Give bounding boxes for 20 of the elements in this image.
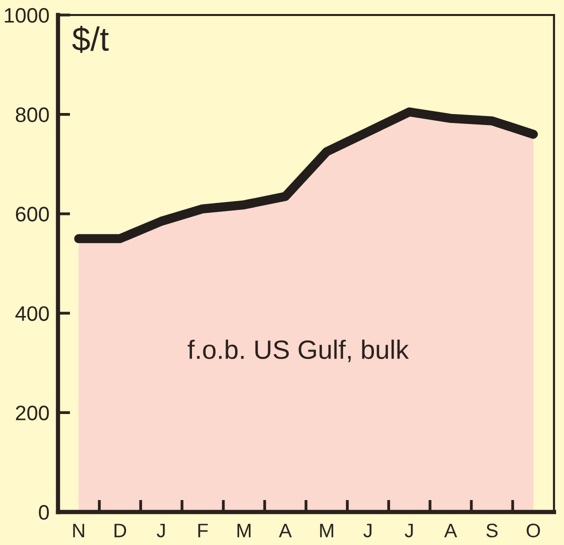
x-tick-label: M	[320, 524, 334, 538]
x-tick-label: M	[237, 524, 251, 538]
x-tick-label: J	[156, 524, 165, 538]
y-tick-label: 1000	[4, 8, 49, 23]
x-tick-label: O	[526, 524, 540, 538]
y-tick-label: 0	[38, 505, 49, 520]
x-tick-label: N	[73, 524, 84, 538]
x-tick-label: A	[444, 524, 458, 538]
x-tick-label: J	[404, 524, 413, 538]
y-axis-title: $/t	[72, 26, 109, 53]
x-tick-label: J	[363, 524, 372, 538]
x-tick-label: S	[486, 524, 498, 538]
y-tick-label: 400	[15, 306, 49, 321]
x-tick-label: A	[278, 524, 292, 538]
x-tick-label: D	[114, 524, 126, 538]
x-tick-label: F	[198, 524, 208, 538]
y-tick-label: 600	[16, 206, 49, 222]
y-tick-label: 800	[16, 107, 49, 122]
annotation: f.o.b. US Gulf, bulk	[188, 340, 409, 362]
y-tick-label: 200	[16, 406, 49, 420]
